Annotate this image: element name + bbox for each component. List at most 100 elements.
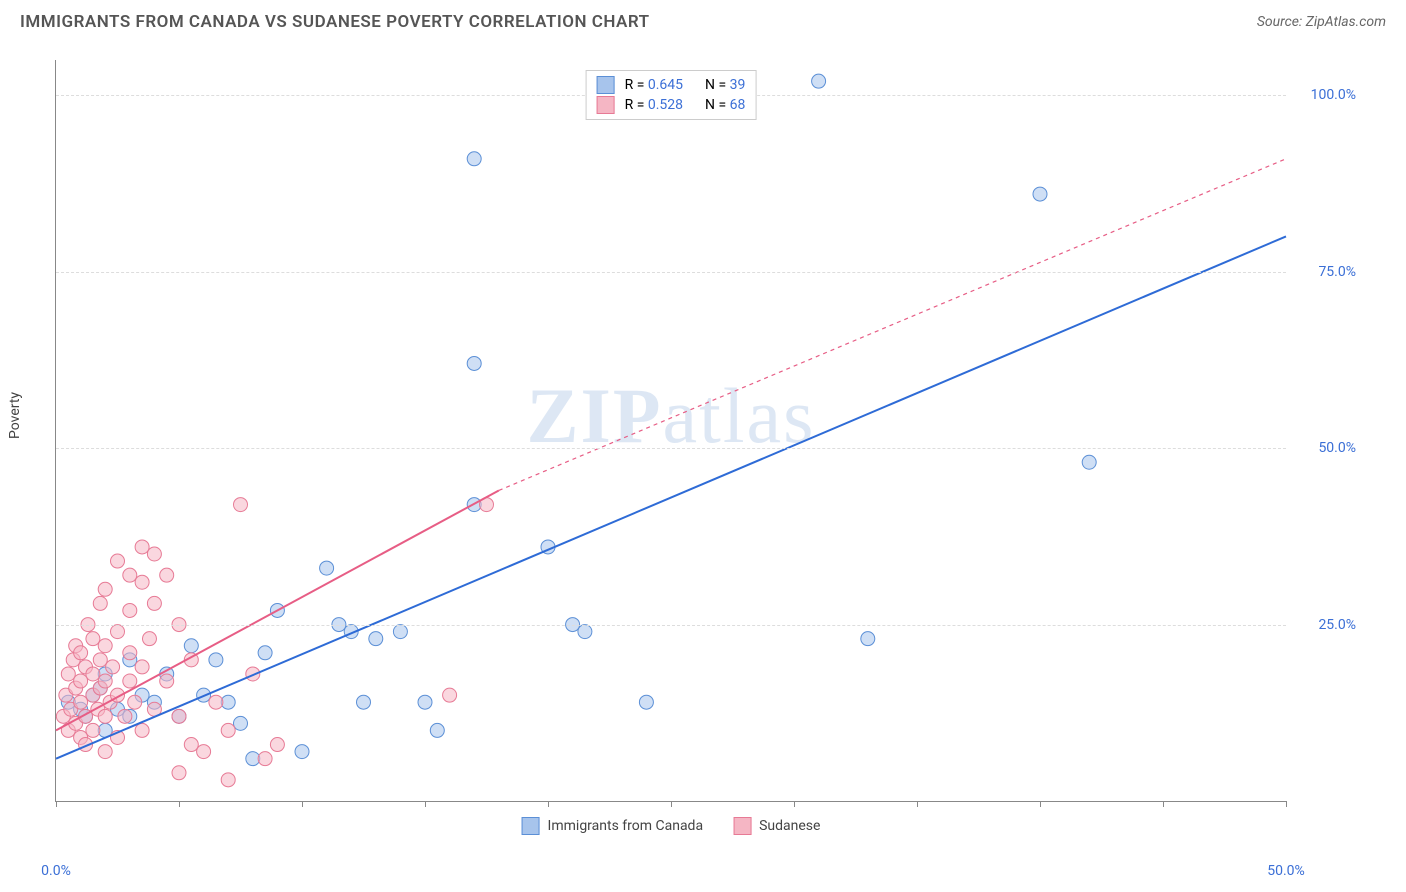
scatter-point	[861, 632, 875, 646]
scatter-point	[258, 752, 272, 766]
plot-area: R = 0.645N = 39R = 0.528N = 68 ZIPatlas …	[55, 60, 1286, 802]
scatter-point	[234, 716, 248, 730]
chart-title: IMMIGRANTS FROM CANADA VS SUDANESE POVER…	[20, 12, 650, 32]
x-tick-mark	[917, 801, 918, 807]
legend-swatch	[597, 96, 615, 114]
scatter-point	[128, 695, 142, 709]
scatter-point	[221, 773, 235, 787]
scatter-point	[369, 632, 383, 646]
scatter-point	[98, 745, 112, 759]
scatter-point	[135, 660, 149, 674]
scatter-point	[393, 625, 407, 639]
y-axis-label: Poverty	[7, 392, 23, 439]
chart-container: Poverty R = 0.645N = 39R = 0.528N = 68 Z…	[20, 50, 1366, 852]
n-label: N = 68	[705, 97, 745, 113]
x-tick-mark	[1040, 801, 1041, 807]
scatter-point	[135, 575, 149, 589]
scatter-point	[234, 498, 248, 512]
scatter-point	[86, 667, 100, 681]
scatter-point	[172, 709, 186, 723]
scatter-point	[221, 723, 235, 737]
scatter-point	[142, 632, 156, 646]
gridline-h	[56, 625, 1286, 626]
correlation-legend: R = 0.645 N = 39 R = 0.528 N = 68	[586, 70, 757, 120]
scatter-point	[1082, 455, 1096, 469]
scatter-point	[418, 695, 432, 709]
scatter-point	[578, 625, 592, 639]
scatter-point	[184, 738, 198, 752]
scatter-point	[812, 74, 826, 88]
x-tick-label: 50.0%	[1267, 863, 1305, 879]
scatter-point	[1033, 187, 1047, 201]
x-tick-mark	[425, 801, 426, 807]
x-tick-mark	[548, 801, 549, 807]
x-tick-mark	[1163, 801, 1164, 807]
y-tick-label: 75.0%	[1296, 264, 1356, 280]
scatter-point	[270, 738, 284, 752]
scatter-point	[74, 674, 88, 688]
scatter-point	[147, 547, 161, 561]
legend-swatch	[733, 817, 751, 835]
scatter-point	[357, 695, 371, 709]
scatter-point	[135, 723, 149, 737]
x-tick-label: 0.0%	[41, 863, 71, 879]
scatter-point	[118, 709, 132, 723]
scatter-point	[98, 582, 112, 596]
y-tick-label: 50.0%	[1296, 440, 1356, 456]
scatter-point	[160, 674, 174, 688]
scatter-point	[93, 653, 107, 667]
scatter-point	[74, 695, 88, 709]
x-tick-mark	[179, 801, 180, 807]
scatter-point	[320, 561, 334, 575]
scatter-point	[61, 667, 75, 681]
scatter-point	[258, 646, 272, 660]
scatter-point	[86, 632, 100, 646]
x-tick-mark	[56, 801, 57, 807]
series-legend: Immigrants from Canada Sudanese	[522, 817, 821, 835]
scatter-point	[123, 568, 137, 582]
scatter-point	[160, 568, 174, 582]
legend-swatch	[522, 817, 540, 835]
scatter-point	[93, 596, 107, 610]
legend-stat-row: R = 0.528 N = 68	[597, 95, 746, 115]
scatter-point	[106, 660, 120, 674]
y-tick-label: 25.0%	[1296, 617, 1356, 633]
x-tick-mark	[794, 801, 795, 807]
scatter-point	[430, 723, 444, 737]
scatter-point	[98, 709, 112, 723]
scatter-point	[123, 674, 137, 688]
x-tick-mark	[671, 801, 672, 807]
x-tick-mark	[302, 801, 303, 807]
scatter-point	[111, 625, 125, 639]
scatter-point	[209, 695, 223, 709]
n-label: N = 39	[705, 77, 745, 93]
scatter-point	[172, 766, 186, 780]
source-credit: Source: ZipAtlas.com	[1257, 14, 1386, 30]
scatter-point	[295, 745, 309, 759]
y-tick-label: 100.0%	[1296, 87, 1356, 103]
scatter-point	[639, 695, 653, 709]
scatter-point	[135, 540, 149, 554]
scatter-point	[86, 723, 100, 737]
legend-label: Immigrants from Canada	[548, 818, 704, 834]
legend-label: Sudanese	[759, 818, 820, 834]
scatter-point	[197, 745, 211, 759]
source-link[interactable]: ZipAtlas.com	[1306, 14, 1386, 30]
scatter-point	[98, 674, 112, 688]
scatter-point	[98, 639, 112, 653]
plot-svg	[56, 60, 1286, 801]
scatter-point	[443, 688, 457, 702]
scatter-point	[467, 356, 481, 370]
scatter-point	[184, 639, 198, 653]
legend-stat-row: R = 0.645 N = 39	[597, 75, 746, 95]
scatter-point	[209, 653, 223, 667]
gridline-h	[56, 448, 1286, 449]
r-label: R = 0.645	[625, 77, 683, 93]
gridline-h	[56, 272, 1286, 273]
scatter-point	[123, 646, 137, 660]
scatter-point	[123, 603, 137, 617]
r-label: R = 0.528	[625, 97, 683, 113]
scatter-point	[467, 152, 481, 166]
legend-item: Immigrants from Canada	[522, 817, 704, 835]
trend-line-extension	[499, 159, 1286, 491]
